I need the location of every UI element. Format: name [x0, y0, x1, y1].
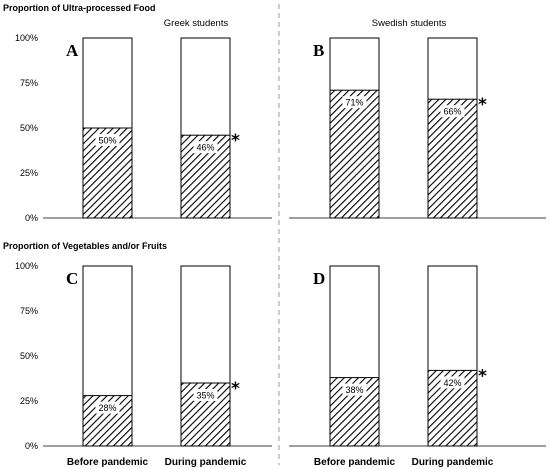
panel-d-data-label: 42% — [443, 378, 461, 388]
panel-c-bar — [180, 382, 231, 447]
panel-a-ytick-label: 75% — [20, 78, 38, 88]
panel-c-ytick-label: 0% — [25, 441, 38, 451]
panel-d-category-label: During pandemic — [412, 457, 494, 468]
panel-c-category-label: Before pandemic — [67, 457, 149, 468]
panel-b-data-label: 66% — [443, 107, 461, 117]
panel-c-ytick-label: 25% — [20, 396, 38, 406]
panel-d-data-label-bg — [342, 383, 367, 396]
panel-d-data-label-bg — [440, 376, 465, 389]
panel-b-letter: B — [313, 41, 324, 60]
panel-a-ytick-label: 50% — [20, 123, 38, 133]
panel-a-data-label: 46% — [196, 143, 214, 153]
panel-a-ytick-label: 25% — [20, 168, 38, 178]
section-title-upf: Proportion of Ultra-processed Food — [3, 3, 156, 13]
group-title-greek: Greek students — [164, 18, 229, 29]
panel-d-data-label: 38% — [345, 385, 363, 395]
panel-a-data-label: 50% — [98, 136, 116, 146]
panel-c-category-label: During pandemic — [165, 457, 247, 468]
panel-c-data-label-bg — [193, 389, 218, 401]
panel-b-data-label-bg — [342, 96, 367, 109]
panel-b-bar — [329, 89, 380, 219]
panel-a-significance-marker: * — [231, 131, 240, 151]
panel-c-ytick-label: 50% — [20, 351, 38, 361]
panel-a-letter: A — [66, 41, 79, 60]
panel-a-ytick-label: 0% — [25, 213, 38, 223]
panel-d-category-label: Before pandemic — [314, 457, 396, 468]
group-title-swedish: Swedish students — [372, 18, 447, 29]
panel-a-data-label-bg — [95, 134, 120, 146]
panel-c-data-label: 35% — [196, 391, 214, 401]
panel-b-significance-marker: * — [478, 95, 487, 115]
panel-a-ytick-label: 100% — [15, 33, 38, 43]
panel-c-ytick-label: 100% — [15, 261, 38, 271]
section-title-veg: Proportion of Vegetables and/or Fruits — [3, 241, 167, 251]
panel-d-significance-marker: * — [478, 366, 487, 386]
panel-b-data-label: 71% — [345, 98, 363, 108]
panel-c-data-label: 28% — [98, 403, 116, 413]
panel-c-significance-marker: * — [231, 379, 240, 399]
panel-c-letter: C — [66, 269, 78, 288]
panel-b-data-label-bg — [440, 105, 465, 118]
panel-c-ytick-label: 75% — [20, 306, 38, 316]
panel-c-data-label-bg — [95, 401, 120, 414]
panel-a-data-label-bg — [193, 141, 218, 154]
panel-d-letter: D — [313, 269, 325, 288]
